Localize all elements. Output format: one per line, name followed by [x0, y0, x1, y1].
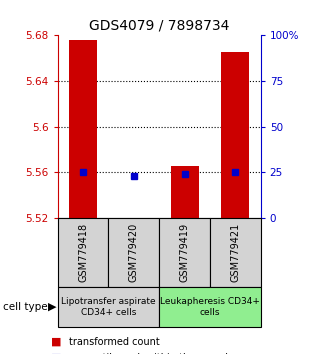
Bar	[159, 287, 261, 327]
Text: transformed count: transformed count	[69, 337, 160, 347]
Text: Leukapheresis CD34+
cells: Leukapheresis CD34+ cells	[160, 297, 260, 317]
Text: percentile rank within the sample: percentile rank within the sample	[69, 353, 234, 354]
Text: Lipotransfer aspirate
CD34+ cells: Lipotransfer aspirate CD34+ cells	[61, 297, 156, 317]
Bar	[58, 287, 159, 327]
Bar	[210, 218, 261, 287]
Title: GDS4079 / 7898734: GDS4079 / 7898734	[89, 19, 229, 33]
Bar	[58, 218, 109, 287]
Bar	[69, 40, 97, 218]
Bar	[221, 52, 249, 218]
Bar	[171, 166, 199, 218]
Text: GSM779418: GSM779418	[78, 223, 88, 282]
Bar	[120, 218, 148, 223]
Text: ■: ■	[51, 337, 62, 347]
Text: ▶: ▶	[48, 302, 56, 312]
Text: cell type: cell type	[3, 302, 48, 312]
Text: GSM779420: GSM779420	[129, 223, 139, 282]
Text: GSM779419: GSM779419	[180, 223, 190, 282]
Text: GSM779421: GSM779421	[230, 223, 240, 282]
Bar	[109, 218, 159, 287]
Bar	[159, 218, 210, 287]
Text: ■: ■	[51, 353, 62, 354]
